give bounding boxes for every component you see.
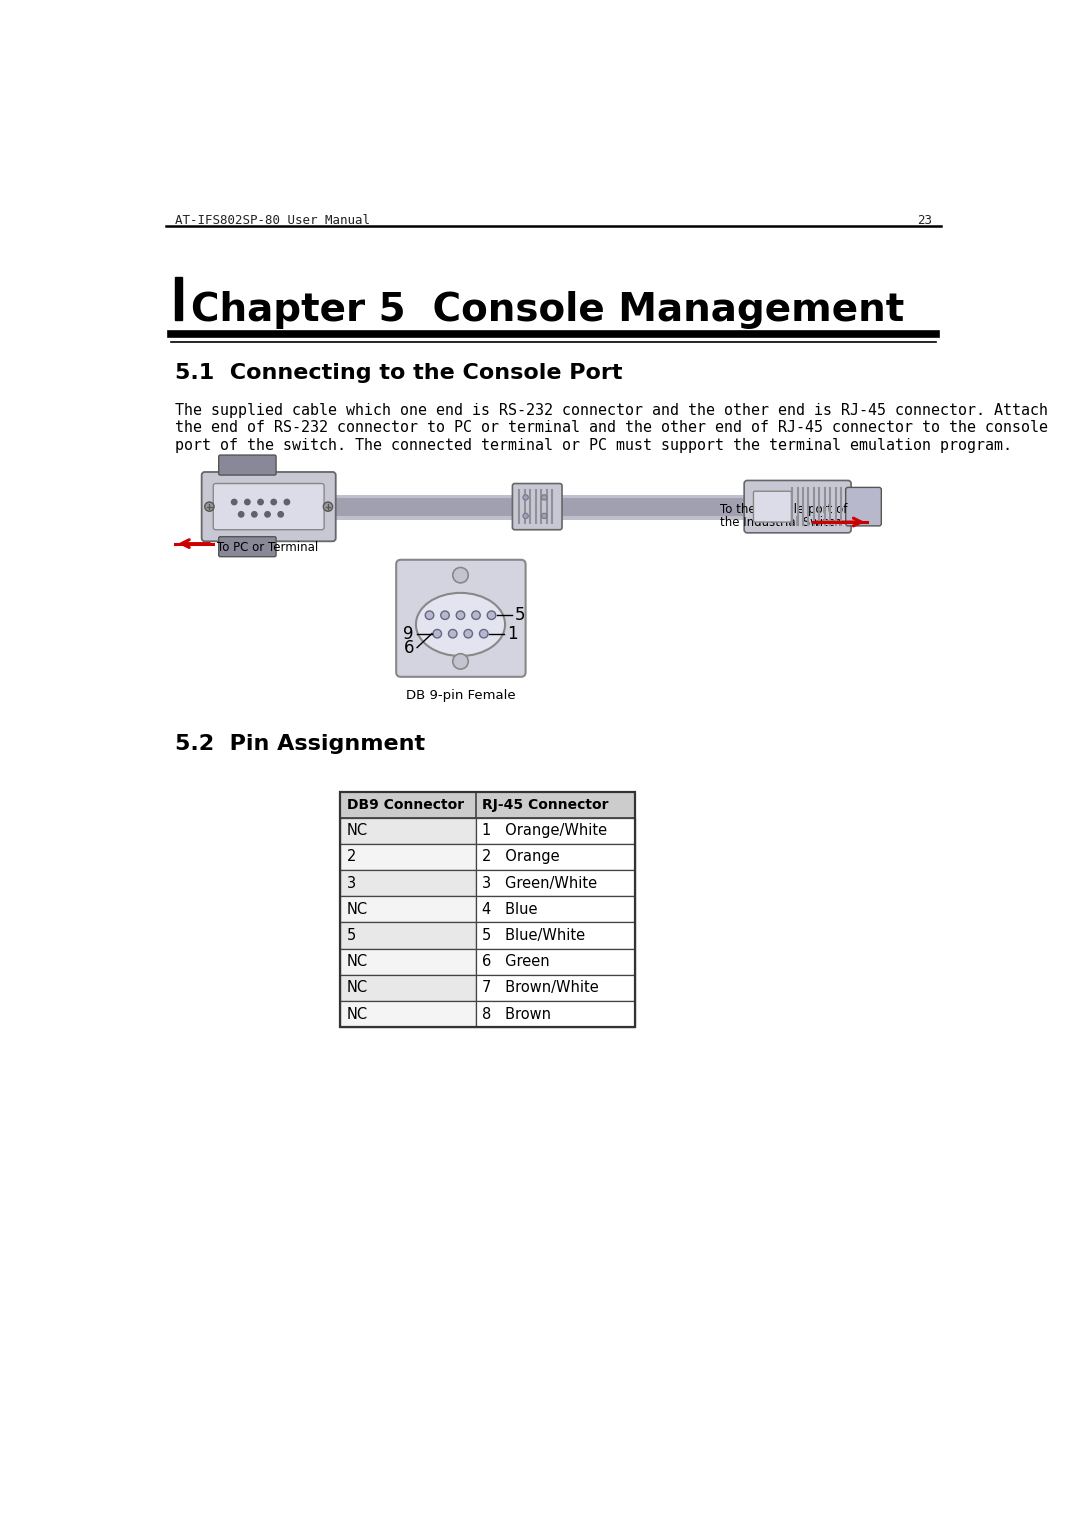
Circle shape — [426, 611, 434, 620]
Circle shape — [464, 629, 473, 638]
Bar — [340, 844, 476, 870]
Circle shape — [271, 499, 276, 505]
Text: RJ-45 Connector: RJ-45 Connector — [482, 797, 609, 812]
Text: NC: NC — [347, 823, 367, 838]
FancyBboxPatch shape — [218, 455, 276, 475]
FancyBboxPatch shape — [213, 484, 324, 530]
Bar — [340, 791, 635, 1028]
Text: Chapter 5  Console Management: Chapter 5 Console Management — [191, 292, 904, 328]
Circle shape — [323, 502, 333, 512]
Text: 23: 23 — [917, 214, 932, 228]
Text: 5: 5 — [347, 928, 355, 944]
Bar — [476, 1002, 635, 1028]
Bar — [340, 974, 476, 1002]
Bar — [476, 870, 635, 896]
Circle shape — [448, 629, 457, 638]
Text: DB 9-pin Female: DB 9-pin Female — [406, 689, 515, 702]
Bar — [476, 844, 635, 870]
Text: 2: 2 — [347, 849, 356, 864]
Circle shape — [258, 499, 264, 505]
Text: the Industrial Switch: the Industrial Switch — [720, 516, 842, 528]
FancyBboxPatch shape — [754, 492, 792, 522]
Text: 3   Green/White: 3 Green/White — [482, 875, 597, 890]
Text: 2   Orange: 2 Orange — [482, 849, 559, 864]
Text: NC: NC — [347, 902, 367, 916]
Bar — [340, 1002, 476, 1028]
Circle shape — [252, 512, 257, 518]
Text: 9: 9 — [404, 625, 414, 643]
Text: port of the switch. The connected terminal or PC must support the terminal emula: port of the switch. The connected termin… — [175, 438, 1012, 454]
Circle shape — [541, 495, 546, 501]
Text: 3: 3 — [347, 875, 355, 890]
Circle shape — [480, 629, 488, 638]
Circle shape — [541, 513, 546, 519]
Bar — [340, 818, 476, 844]
Text: AT-IFS802SP-80 User Manual: AT-IFS802SP-80 User Manual — [175, 214, 370, 228]
Text: The supplied cable which one end is RS-232 connector and the other end is RJ-45 : The supplied cable which one end is RS-2… — [175, 403, 1049, 418]
Circle shape — [453, 568, 469, 583]
Circle shape — [284, 499, 289, 505]
Bar — [340, 791, 635, 818]
Text: 5   Blue/White: 5 Blue/White — [482, 928, 585, 944]
Text: the end of RS-232 connector to PC or terminal and the other end of RJ-45 connect: the end of RS-232 connector to PC or ter… — [175, 420, 1049, 435]
Text: 6: 6 — [404, 638, 414, 657]
Text: 5: 5 — [515, 606, 525, 625]
FancyBboxPatch shape — [218, 536, 276, 557]
Bar — [476, 818, 635, 844]
FancyBboxPatch shape — [396, 560, 526, 676]
Bar — [175, 278, 183, 321]
Text: NC: NC — [347, 1006, 367, 1022]
Circle shape — [487, 611, 496, 620]
FancyBboxPatch shape — [846, 487, 881, 525]
Text: DB9 Connector: DB9 Connector — [347, 797, 463, 812]
Circle shape — [231, 499, 237, 505]
Circle shape — [433, 629, 442, 638]
Bar — [476, 948, 635, 974]
Circle shape — [278, 512, 283, 518]
Circle shape — [472, 611, 481, 620]
Circle shape — [239, 512, 244, 518]
Text: 4   Blue: 4 Blue — [482, 902, 538, 916]
Bar — [476, 922, 635, 948]
Circle shape — [441, 611, 449, 620]
Text: To the console port of: To the console port of — [720, 502, 848, 516]
Circle shape — [453, 654, 469, 669]
Text: To PC or Terminal: To PC or Terminal — [217, 541, 319, 553]
FancyBboxPatch shape — [744, 481, 851, 533]
Bar — [340, 948, 476, 974]
Bar — [340, 870, 476, 896]
Circle shape — [245, 499, 251, 505]
Text: NC: NC — [347, 980, 367, 996]
Text: 1: 1 — [507, 625, 517, 643]
Ellipse shape — [416, 592, 505, 657]
Text: 5.1  Connecting to the Console Port: 5.1 Connecting to the Console Port — [175, 362, 623, 383]
Text: 8   Brown: 8 Brown — [482, 1006, 551, 1022]
Bar — [476, 896, 635, 922]
Bar — [340, 922, 476, 948]
Circle shape — [456, 611, 464, 620]
Circle shape — [265, 512, 270, 518]
FancyBboxPatch shape — [202, 472, 336, 541]
Text: 6   Green: 6 Green — [482, 954, 550, 970]
FancyBboxPatch shape — [512, 484, 562, 530]
Text: 7   Brown/White: 7 Brown/White — [482, 980, 599, 996]
Text: 1   Orange/White: 1 Orange/White — [482, 823, 607, 838]
Bar — [340, 896, 476, 922]
Circle shape — [523, 495, 528, 501]
Circle shape — [523, 513, 528, 519]
Circle shape — [205, 502, 214, 512]
Text: 5.2  Pin Assignment: 5.2 Pin Assignment — [175, 734, 426, 754]
Bar — [476, 974, 635, 1002]
Text: NC: NC — [347, 954, 367, 970]
